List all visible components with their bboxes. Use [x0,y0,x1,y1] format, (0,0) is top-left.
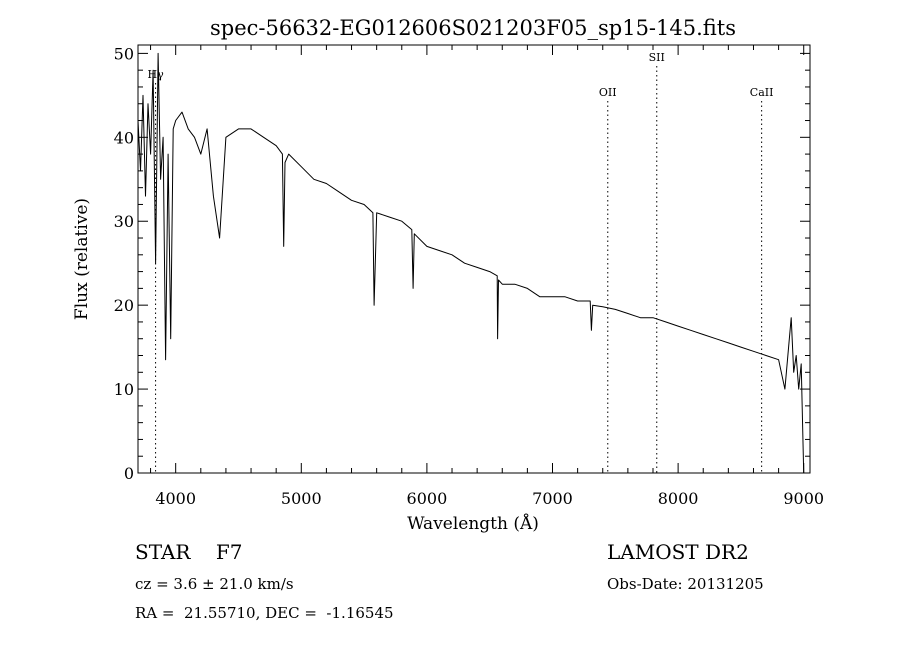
redshift-velocity: cz = 3.6 ± 21.0 km/s [135,575,294,593]
y-tick-label: 20 [114,296,134,315]
y-tick-label: 10 [114,380,134,399]
plot-frame [137,44,811,474]
x-axis-label: Wavelength (Å) [407,513,539,534]
y-tick-label: 30 [114,212,134,231]
y-tick-label: 0 [124,464,134,483]
line-markers: Hγ OII SII CaII [147,51,773,473]
marker-label: OII [599,86,617,99]
survey-name: LAMOST DR2 [607,540,749,564]
observation-date: Obs-Date: 20131205 [607,575,764,593]
x-tick-label: 9000 [783,489,824,508]
x-tick-label: 5000 [281,489,322,508]
chart-title: spec-56632-EG012606S021203F05_sp15-145.f… [210,16,736,40]
x-tick-label: 7000 [532,489,573,508]
x-tick-label: 4000 [155,489,196,508]
y-axis-label: Flux (relative) [72,198,92,320]
x-tick-label: 8000 [658,489,699,508]
sky-coordinates: RA = 21.55710, DEC = -1.16545 [135,604,394,622]
y-tick-label: 40 [114,128,134,147]
x-tick-label: 6000 [407,489,448,508]
y-tick-label: 50 [114,44,134,63]
marker-label: SII [649,51,665,64]
axis-ticks: 4000 5000 6000 7000 8000 9000 0 10 20 30 40 50 [114,44,824,508]
spectrum-line [137,52,805,474]
marker-label: Hγ [147,68,164,81]
marker-label: CaII [750,86,774,99]
object-class: STAR F7 [135,540,243,564]
